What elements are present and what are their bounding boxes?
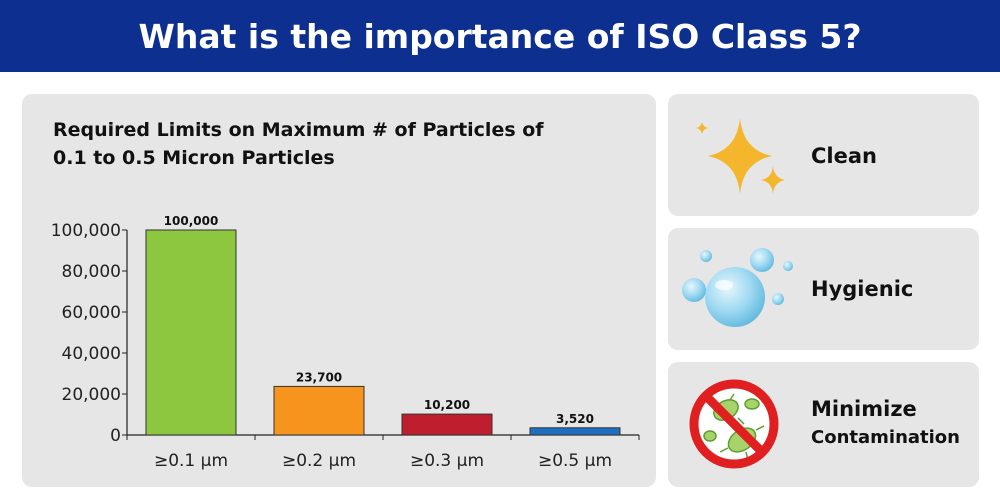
x-tick-label: ≥0.1 µm (154, 451, 228, 471)
bar (401, 413, 493, 436)
data-label: 23,700 (296, 370, 342, 384)
y-tick-label: 20,000 (62, 385, 121, 405)
chart-title-line-1: Required Limits on Maximum # of Particle… (53, 119, 544, 141)
y-tick-label: 100,000 (51, 221, 121, 241)
page-title: What is the importance of ISO Class 5? (138, 16, 862, 56)
data-label: 3,520 (556, 412, 594, 426)
card-hygienic: Hygienic (668, 228, 979, 350)
data-label: 10,200 (424, 398, 470, 412)
card-minimize-contamination: Minimize Contamination (668, 362, 979, 487)
x-tick-label: ≥0.3 µm (410, 451, 484, 471)
chart-title-line-2: 0.1 to 0.5 Micron Particles (53, 147, 335, 169)
x-tick-label: ≥0.5 µm (538, 451, 612, 471)
y-tick-label: 0 (110, 426, 121, 446)
x-tick-label: ≥0.2 µm (282, 451, 356, 471)
card-minimize-label: Minimize (811, 397, 917, 421)
data-label: 100,000 (164, 214, 219, 228)
card-hygienic-label: Hygienic (811, 277, 914, 301)
bar (145, 229, 237, 436)
bar (273, 385, 365, 436)
chart-panel: Required Limits on Maximum # of Particle… (22, 94, 656, 487)
card-contamination-label: Contamination (811, 427, 960, 448)
card-clean: Clean (668, 94, 979, 216)
bar (529, 427, 621, 436)
sparkle-icon (696, 118, 785, 194)
y-tick-label: 40,000 (62, 344, 121, 364)
y-tick-label: 80,000 (62, 262, 121, 282)
chart-title: Required Limits on Maximum # of Particle… (53, 116, 643, 172)
no-bacteria-icon (689, 379, 779, 469)
bubbles-icon (682, 248, 793, 327)
card-clean-label: Clean (811, 144, 877, 168)
page-title-banner: What is the importance of ISO Class 5? (0, 0, 1000, 72)
bar-chart: 0 20,000 40,000 60,000 80,000 100,000 100,000 ≥… (51, 214, 640, 471)
y-tick-label: 60,000 (62, 303, 121, 323)
